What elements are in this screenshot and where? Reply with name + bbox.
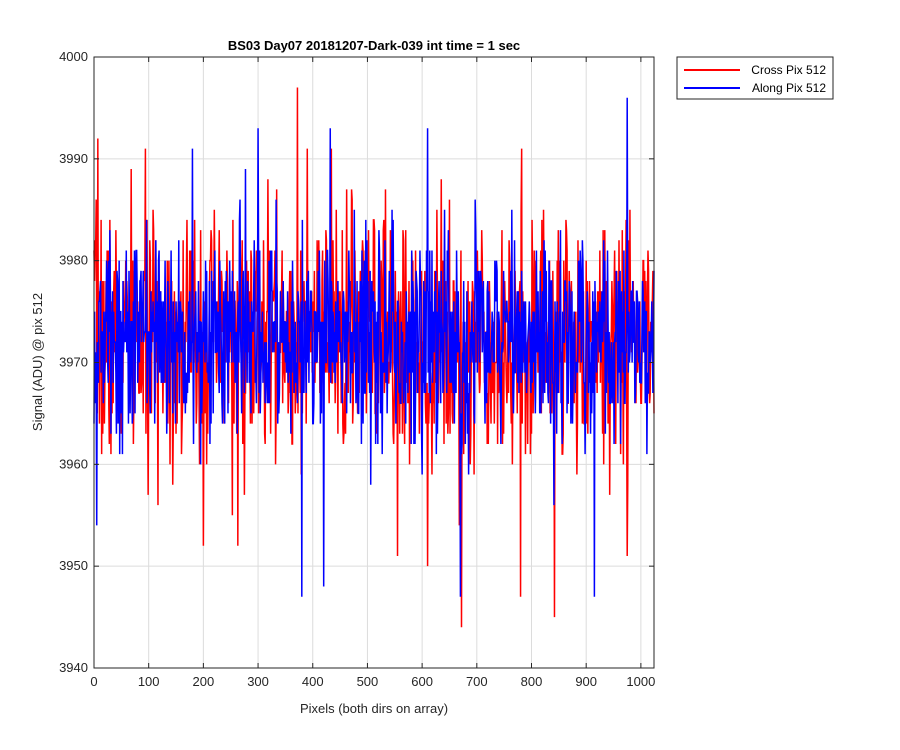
y-axis-label: Signal (ADU) @ pix 512: [30, 293, 45, 431]
x-tick-label: 800: [521, 674, 543, 689]
x-axis-label: Pixels (both dirs on array): [300, 701, 448, 716]
y-tick-label: 3940: [59, 660, 88, 675]
y-tick-label: 3990: [59, 151, 88, 166]
x-tick-label: 1000: [626, 674, 655, 689]
x-tick-label: 600: [411, 674, 433, 689]
x-tick-label: 300: [247, 674, 269, 689]
x-tick-label: 400: [302, 674, 324, 689]
legend-label-cross: Cross Pix 512: [751, 63, 826, 77]
x-tick-label: 100: [138, 674, 160, 689]
series-line-1: [93, 97, 655, 597]
x-tick-label: 700: [466, 674, 488, 689]
legend-label-along: Along Pix 512: [752, 81, 826, 95]
x-tick-label: 0: [90, 674, 97, 689]
chart-title: BS03 Day07 20181207-Dark-039 int time = …: [228, 38, 520, 53]
y-tick-label: 3950: [59, 558, 88, 573]
legend-box: [676, 56, 834, 100]
legend: Cross Pix 512 Along Pix 512: [676, 56, 834, 100]
x-tick-label: 900: [575, 674, 597, 689]
y-tick-label: 3980: [59, 253, 88, 268]
x-tick-label: 200: [193, 674, 215, 689]
y-tick-label: 3970: [59, 355, 88, 370]
series-layer: [93, 87, 655, 628]
axis-ticks: 0 100 200 300 400 500 600 700 800 900 1000 3940 3950…: [59, 49, 655, 689]
y-tick-label: 3960: [59, 456, 88, 471]
x-tick-label: 500: [357, 674, 379, 689]
y-tick-label: 4000: [59, 49, 88, 64]
